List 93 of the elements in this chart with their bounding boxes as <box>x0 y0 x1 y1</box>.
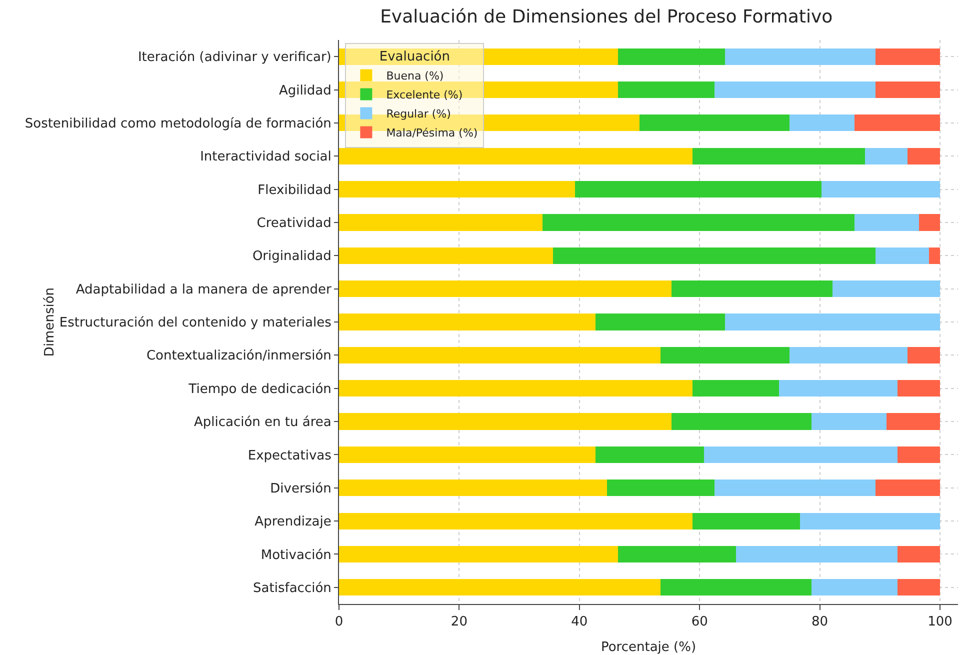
legend-label: Excelente (%) <box>386 88 463 102</box>
bar <box>790 114 855 132</box>
x-tick-label: 100 <box>928 614 952 630</box>
bar <box>886 413 940 430</box>
y-tick-label: Contextualización/inmersión <box>146 348 332 364</box>
y-tick-label: Iteración (adivinar y verificar) <box>138 50 332 66</box>
bar <box>918 214 940 231</box>
bar <box>876 81 940 98</box>
x-axis-title: Porcentaje (%) <box>600 640 696 655</box>
legend-label: Mala/Pésima (%) <box>386 126 478 140</box>
bar <box>908 148 940 164</box>
bar <box>714 480 876 496</box>
y-tick-label: Creatividad <box>256 216 332 232</box>
y-tick-label: Originalidad <box>252 249 332 264</box>
bar <box>876 48 940 65</box>
bar <box>339 148 692 164</box>
bar <box>876 247 930 264</box>
x-tick-label: 0 <box>334 614 344 630</box>
bar <box>339 181 576 198</box>
bar <box>876 480 940 496</box>
bar <box>639 114 790 132</box>
bar <box>607 480 715 496</box>
bar <box>736 546 898 563</box>
bar <box>339 413 672 430</box>
y-tick-label: Expectativas <box>248 448 332 464</box>
bar <box>811 579 898 596</box>
y-tick-label: Diversión <box>270 481 332 496</box>
bar <box>552 247 876 264</box>
y-tick-label: Flexibilidad <box>258 182 332 198</box>
y-tick-label: Agilidad <box>278 83 332 98</box>
bar <box>714 81 876 98</box>
bar <box>618 546 736 563</box>
legend-label: Buena (%) <box>386 70 444 83</box>
y-tick-label: Sostenibilidad como metodología de formación <box>24 116 332 132</box>
bar <box>692 512 800 530</box>
bar <box>660 346 790 364</box>
bar <box>671 280 832 298</box>
bar <box>339 579 661 596</box>
legend-label: Regular (%) <box>386 108 451 121</box>
bar <box>671 413 812 430</box>
bar <box>339 380 692 397</box>
bar <box>897 446 940 463</box>
bar <box>832 280 940 298</box>
y-tick-label: Aprendizaje <box>254 514 332 530</box>
bar <box>339 247 553 264</box>
bar <box>542 214 855 231</box>
bar <box>929 247 940 264</box>
bar <box>339 280 672 298</box>
bar <box>339 214 543 231</box>
y-tick-label: Aplicación en tu área <box>194 415 332 430</box>
bar <box>854 114 940 132</box>
bar <box>822 181 940 198</box>
bar <box>339 446 596 463</box>
chart-title: Evaluación de Dimensiones del Proceso Formativo <box>380 6 833 28</box>
y-tick-label: Interactividad social <box>200 150 332 165</box>
bar <box>724 314 940 330</box>
bar <box>704 446 898 463</box>
bar <box>596 446 704 463</box>
bar <box>800 512 940 530</box>
y-tick-label: Motivación <box>260 548 332 563</box>
x-tick-label: 60 <box>691 614 708 630</box>
bar <box>778 380 898 397</box>
bar <box>897 579 940 596</box>
bar <box>692 148 865 164</box>
bar <box>618 81 715 98</box>
bar <box>897 380 940 397</box>
y-axis-title: Dimensión <box>42 287 58 357</box>
bar <box>575 181 822 198</box>
y-tick-label: Tiempo de dedicación <box>188 382 332 397</box>
bar <box>339 546 618 563</box>
bar <box>724 48 876 65</box>
x-tick-label: 20 <box>450 614 468 630</box>
x-tick-label: 40 <box>571 614 588 630</box>
x-tick-label: 80 <box>812 614 828 630</box>
bar <box>339 314 596 330</box>
y-tick-label: Adaptabilidad a la manera de aprender <box>76 282 332 298</box>
bar <box>339 512 692 530</box>
bar <box>854 214 919 231</box>
bar <box>811 413 886 430</box>
bar <box>908 346 940 364</box>
bar <box>618 48 725 65</box>
bar <box>790 346 908 364</box>
bar <box>660 579 812 596</box>
bar <box>339 48 618 65</box>
y-tick-label: Estructuración del contenido y materiales <box>59 316 332 331</box>
y-tick-label: Satisfacción <box>253 580 332 596</box>
bar <box>692 380 779 397</box>
bar <box>864 148 908 164</box>
bar <box>339 480 608 496</box>
bar <box>897 546 940 563</box>
bar <box>596 314 725 330</box>
legend-title: Evaluación <box>379 50 450 65</box>
bar <box>339 346 661 364</box>
